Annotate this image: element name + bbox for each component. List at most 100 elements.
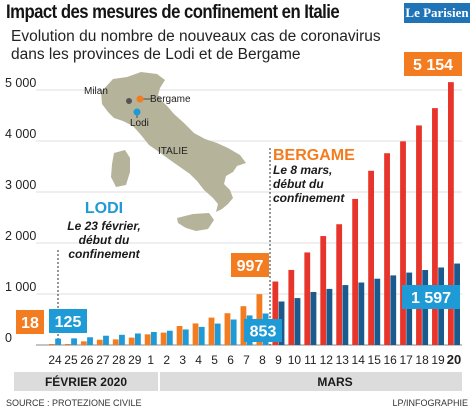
milan-marker <box>126 98 132 104</box>
bar-bergame <box>96 339 103 345</box>
bergame-marker <box>136 95 144 103</box>
lodi-marker <box>133 108 141 116</box>
lodi-annotation-title: LODI <box>85 200 123 217</box>
bar-lodi <box>390 275 397 345</box>
bar-bergame <box>400 141 406 345</box>
x-tick-label: 26 <box>80 353 94 367</box>
bar-lodi <box>71 338 77 345</box>
bar-bergame <box>224 313 231 345</box>
bar-bergame <box>144 334 151 345</box>
lodi-annotation-line-3: confinement <box>68 247 140 261</box>
month-band-mar <box>160 372 462 391</box>
data-label-bergame-first: 18 <box>21 315 39 332</box>
bar-lodi <box>166 330 173 345</box>
bar-lodi <box>198 326 205 345</box>
map-label-italie: ITALIE <box>158 146 188 157</box>
x-tick-label: 1 <box>147 353 154 367</box>
grid-lines <box>36 89 462 346</box>
x-tick-label: 5 <box>211 353 218 367</box>
bar-lodi <box>182 329 189 345</box>
bar-bergame <box>240 306 247 345</box>
bar-bergame <box>288 269 295 345</box>
x-axis-tick-labels: 24 25 26 27 28 29 1 2 3 4 5 6 7 8 9 10 11 12 13 14 15 16 17 18 1… <box>48 352 461 367</box>
bar-lodi <box>342 285 349 345</box>
bar-lodi <box>103 335 109 345</box>
x-tick-label: 14 <box>352 353 366 367</box>
bar-lodi <box>294 298 301 345</box>
y-axis-tick-labels: 0 1 000 2 000 3 000 4 000 5 000 <box>5 76 36 345</box>
source-note: SOURCE : PROTEZIONE CIVILE <box>6 398 142 408</box>
x-tick-label: 7 <box>243 353 250 367</box>
y-tick-label: 0 <box>5 331 12 345</box>
sicily-shape <box>177 213 214 231</box>
x-tick-label: 27 <box>96 353 110 367</box>
bar-bergame <box>80 341 87 345</box>
bergame-annotation: BERGAME Le 8 mars, début du confinement <box>269 147 355 345</box>
lodi-annotation: LODI Le 23 février, début du confinement <box>57 200 141 345</box>
x-tick-label: 24 <box>48 353 62 367</box>
data-label-lodi-mar8-box <box>244 319 282 342</box>
bar-lodi <box>326 288 333 345</box>
map-label-bergame: Bergame <box>150 94 191 105</box>
data-label-bergame-mar8: 997 <box>237 258 264 275</box>
y-tick-label: 2 000 <box>5 229 36 243</box>
bar-bergame <box>384 153 390 345</box>
x-tick-label: 10 <box>288 353 302 367</box>
bar-bergame <box>304 252 311 345</box>
x-tick-label: 4 <box>195 353 202 367</box>
data-label-lodi-last: 1 597 <box>411 290 451 307</box>
bar-bergame <box>432 108 438 345</box>
y-tick-label: 3 000 <box>5 178 36 192</box>
italy-shape <box>101 72 246 212</box>
month-band-feb <box>14 372 158 391</box>
x-tick-label: 11 <box>304 353 317 367</box>
data-labels-group: 18 125 997 853 5 154 1 597 <box>16 52 462 342</box>
bar-bergame <box>208 317 215 345</box>
bar-bergame <box>176 326 183 345</box>
subtitle-line-1: Evolution du nombre de nouveaux cas de c… <box>11 28 381 45</box>
bar-bergame <box>272 281 279 345</box>
bergame-annotation-line-1: Le 8 mars, <box>273 163 332 177</box>
x-tick-label: 25 <box>64 353 78 367</box>
x-tick-label: 17 <box>399 353 413 367</box>
x-tick-label: 6 <box>227 353 234 367</box>
y-tick-label: 1 000 <box>5 280 36 294</box>
bar-lodi <box>230 319 237 345</box>
x-tick-label: 15 <box>368 353 382 367</box>
data-label-lodi-mar8: 853 <box>250 323 277 340</box>
y-tick-label: 4 000 <box>5 127 36 141</box>
data-label-bergame-last-box <box>404 52 462 76</box>
data-label-bergame-last: 5 154 <box>413 57 453 74</box>
x-tick-label: 28 <box>112 353 126 367</box>
y-tick-label: 5 000 <box>5 76 36 90</box>
bar-bergame <box>368 170 374 345</box>
chart-title: Impact des mesures de confinement en Ita… <box>6 2 340 23</box>
lodi-annotation-line-1: Le 23 février, <box>67 219 140 233</box>
x-tick-label: 16 <box>383 353 397 367</box>
x-tick-label: 2 <box>163 353 170 367</box>
bar-bergame <box>448 82 454 346</box>
map-label-milan: Milan <box>84 86 108 97</box>
x-tick-label: 8 <box>259 353 266 367</box>
bar-lodi <box>135 333 141 345</box>
bar-lodi <box>310 291 317 345</box>
le-parisien-logo: Le Parisien <box>404 3 470 23</box>
sardinia-shape <box>111 150 130 187</box>
credit-note: LP/INFOGRAPHIE <box>392 398 468 408</box>
bar-lodi <box>55 338 61 345</box>
x-tick-label: 12 <box>320 353 334 367</box>
bar-bergame <box>320 236 327 345</box>
bar-lodi <box>358 282 365 345</box>
bar-lodi <box>87 337 93 345</box>
data-label-lodi-last-box <box>402 285 460 309</box>
x-tick-label: 20 <box>447 352 461 367</box>
x-tick-label: 13 <box>336 353 350 367</box>
data-label-lodi-first-box <box>49 309 87 333</box>
chart-subtitle: Evolution du nombre de nouveaux cas de c… <box>11 28 381 64</box>
lodi-annotation-line-2: début du <box>79 233 130 247</box>
x-tick-label: 18 <box>415 353 429 367</box>
bar-bergame <box>192 323 199 345</box>
bar-bergame <box>64 343 71 345</box>
bar-bergame <box>352 198 359 345</box>
